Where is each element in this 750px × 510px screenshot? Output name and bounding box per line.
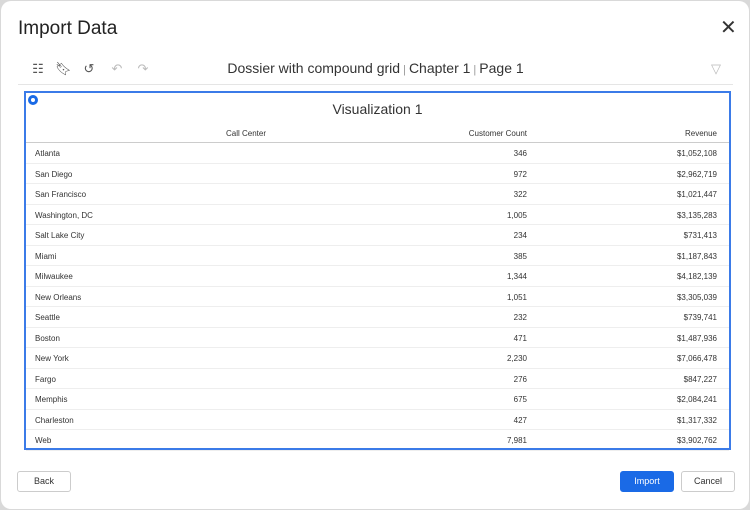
table-cell: $739,741 xyxy=(683,313,717,322)
cancel-button[interactable]: Cancel xyxy=(681,471,735,492)
select-radio[interactable] xyxy=(28,95,38,105)
table-cell: 322 xyxy=(513,190,527,199)
table-row: Seattle 232 $739,741 xyxy=(26,307,729,328)
undo-icon[interactable]: ↶ xyxy=(111,61,123,76)
table-cell: 234 xyxy=(513,231,527,240)
table-row: New York 2,230 $7,066,478 xyxy=(26,348,729,369)
table-row: Web 7,981 $3,902,762 xyxy=(26,430,729,451)
table-cell: $1,052,108 xyxy=(676,149,717,158)
table-row: Atlanta 346 $1,052,108 xyxy=(26,143,729,164)
table-cell: 346 xyxy=(513,149,527,158)
table-cell: Memphis xyxy=(35,395,68,404)
page-name[interactable]: Page 1 xyxy=(479,60,524,76)
table-cell: 385 xyxy=(513,251,527,261)
column-header: Call Center xyxy=(225,129,266,138)
table-row: Charleston 427 $1,317,332 xyxy=(26,410,729,430)
dossier-name: Dossier with compound grid xyxy=(227,60,401,76)
back-button[interactable]: Back xyxy=(17,471,71,492)
table-cell: 675 xyxy=(513,395,527,404)
table-row: Milwaukee 1,344 $4,182,139 xyxy=(26,266,729,287)
table-cell: $1,021,447 xyxy=(676,190,717,199)
table-row: San Francisco 322 $1,021,447 xyxy=(26,184,729,205)
table-cell: Atlanta xyxy=(35,149,60,158)
table-cell: $3,305,039 xyxy=(676,292,717,302)
table-cell: 1,051 xyxy=(506,292,527,302)
table-cell: 2,230 xyxy=(506,354,527,363)
table-cell: $2,084,241 xyxy=(676,395,717,404)
dossier-breadcrumb: Dossier with compound grid | Chapter 1 | Pag… xyxy=(227,60,524,76)
table-cell: $4,182,139 xyxy=(676,272,717,281)
table-cell: Milwaukee xyxy=(35,272,73,281)
table-header: Call Center Customer Count Revenue xyxy=(26,123,729,143)
table-cell: $847,227 xyxy=(683,374,717,384)
table-row: Miami 385 $1,187,843 xyxy=(26,246,729,266)
table-cell: Web xyxy=(35,436,52,445)
table-cell: San Diego xyxy=(35,169,73,179)
filter-icon[interactable]: ▽ xyxy=(711,61,721,76)
table-cell: $7,066,478 xyxy=(676,354,717,363)
visualization-grid[interactable]: Visualization 1 Call Center Customer Cou… xyxy=(24,91,731,451)
table-cell: 1,344 xyxy=(506,272,527,281)
table-cell: $1,317,332 xyxy=(676,415,717,425)
history-icon[interactable]: ↺ xyxy=(83,61,95,76)
visualization-title: Visualization 1 xyxy=(332,101,423,117)
table-cell: $731,413 xyxy=(683,231,717,240)
table-cell: Washington, DC xyxy=(35,210,93,220)
table-row: Memphis 675 $2,084,241 xyxy=(26,389,729,410)
table-row: New Orleans 1,051 $3,305,039 xyxy=(26,287,729,307)
table-cell: 471 xyxy=(513,333,527,343)
table-cell: $3,902,762 xyxy=(676,436,717,445)
column-header: Customer Count xyxy=(468,129,527,138)
toolbar: ☷ 🔖︎ ↺ ↶ ↷ Dossier with compound grid | Ch… xyxy=(18,57,733,85)
redo-icon[interactable]: ↷ xyxy=(137,61,149,76)
table-row: Washington, DC 1,005 $3,135,283 xyxy=(26,205,729,225)
chapter-name[interactable]: Chapter 1 xyxy=(408,60,471,76)
table-cell: 427 xyxy=(513,415,527,425)
table-cell: 276 xyxy=(513,374,527,384)
table-of-contents-icon[interactable]: ☷ xyxy=(32,61,44,76)
table-cell: 1,005 xyxy=(506,210,527,220)
table-cell: $1,187,843 xyxy=(676,251,717,261)
import-button[interactable]: Import xyxy=(620,471,674,492)
table-cell: Fargo xyxy=(35,374,56,384)
table-cell: Seattle xyxy=(35,313,60,322)
table-cell: $2,962,719 xyxy=(676,169,717,179)
table-cell: Salt Lake City xyxy=(35,231,85,240)
table-cell: San Francisco xyxy=(35,190,87,199)
table-cell: 7,981 xyxy=(506,436,527,445)
table-cell: Boston xyxy=(35,333,60,343)
table-row: Boston 471 $1,487,936 xyxy=(26,328,729,348)
table-cell: 232 xyxy=(513,313,527,322)
close-icon[interactable]: ✕ xyxy=(720,17,737,39)
table-cell: Charleston xyxy=(35,415,74,425)
bookmark-icon[interactable]: 🔖︎ xyxy=(55,61,72,76)
column-header: Revenue xyxy=(684,129,717,138)
table-row: Fargo 276 $847,227 xyxy=(26,369,729,389)
table-row: San Diego 972 $2,962,719 xyxy=(26,164,729,184)
table-cell: 972 xyxy=(513,169,527,179)
table-cell: $1,487,936 xyxy=(676,333,717,343)
dialog-title: Import Data xyxy=(18,18,118,39)
table-cell: New Orleans xyxy=(35,292,82,302)
table-cell: Miami xyxy=(35,251,57,261)
table-row: Salt Lake City 234 $731,413 xyxy=(26,225,729,246)
table-cell: New York xyxy=(35,354,69,363)
table-cell: $3,135,283 xyxy=(676,210,717,220)
